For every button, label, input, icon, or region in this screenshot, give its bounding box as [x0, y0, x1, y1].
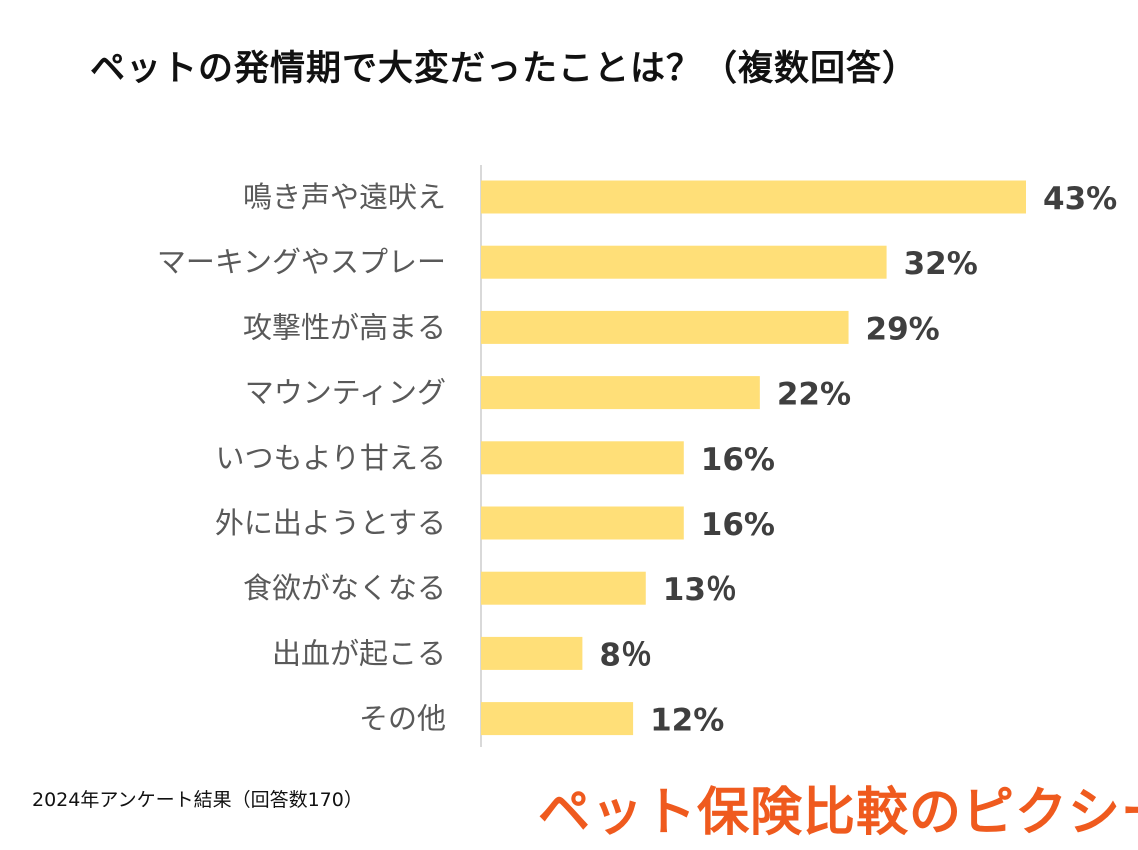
value-label: 8％: [599, 637, 652, 673]
category-label: 出血が起こる: [272, 636, 446, 670]
bar: [481, 506, 684, 540]
bar: [481, 245, 887, 279]
category-label: 鳴き声や遠吠え: [243, 180, 446, 214]
category-label: いつもより甘える: [215, 441, 446, 475]
category-label: 攻撃性が高まる: [243, 310, 446, 344]
bars-layer: 鳴き声や遠吠え 43% マーキングやスプレー 32% 攻撃性が高まる 29% マウンティング…: [157, 180, 1117, 739]
bar: [481, 441, 684, 475]
value-label: 13％: [663, 572, 737, 608]
bar: [481, 571, 646, 605]
category-label: マウンティング: [245, 376, 446, 410]
value-label: 16%: [701, 442, 775, 478]
bar: [481, 376, 760, 410]
value-label: 43%: [1043, 181, 1117, 217]
survey-footnote: 2024年アンケート結果（回答数170）: [32, 789, 363, 811]
bar: [481, 310, 849, 344]
chart-title: ペットの発情期で大変だったことは？（複数回答）: [90, 49, 919, 89]
value-label: 12%: [650, 703, 724, 739]
bar: [481, 180, 1026, 214]
category-label: マーキングやスプレー: [157, 245, 446, 279]
brand-logo: ペット保険比較のピクシー: [538, 783, 1138, 843]
value-label: 29%: [866, 311, 940, 347]
bar: [481, 702, 634, 736]
category-label: 外に出ようとする: [215, 506, 446, 540]
value-label: 16%: [701, 507, 775, 543]
value-label: 32%: [904, 246, 978, 282]
category-label: その他: [359, 702, 446, 736]
category-label: 食欲がなくなる: [243, 571, 446, 605]
bar: [481, 636, 583, 670]
bar-chart: 鳴き声や遠吠え 43% マーキングやスプレー 32% 攻撃性が高まる 29% マウンティング…: [157, 165, 1117, 747]
value-label: 22%: [777, 377, 851, 413]
